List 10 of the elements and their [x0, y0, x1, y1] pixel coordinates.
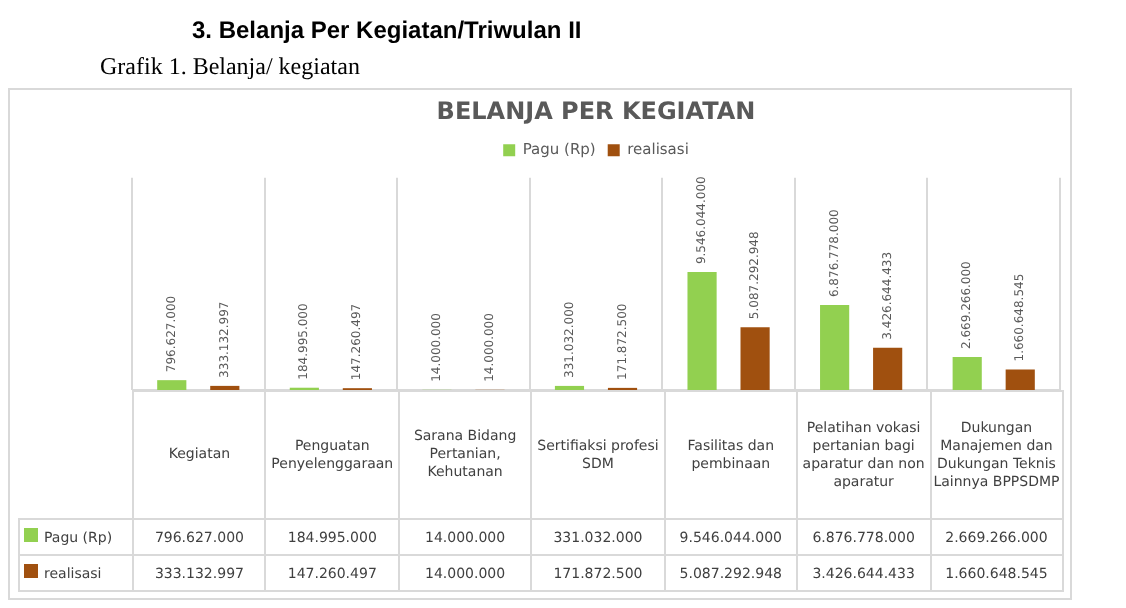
bar: [157, 380, 187, 390]
chart-title: BELANJA PER KEGIATAN: [436, 96, 756, 125]
text: 3. Belanja Per Kegiatan/Triwulan II: [192, 16, 582, 44]
bar: [1005, 369, 1035, 390]
bar: [687, 272, 717, 390]
bar: [740, 327, 770, 390]
bar: [873, 347, 903, 390]
text: Grafik 1. Belanja/ kegiatan: [100, 52, 360, 82]
bar: [820, 305, 850, 390]
bar: [952, 357, 982, 390]
